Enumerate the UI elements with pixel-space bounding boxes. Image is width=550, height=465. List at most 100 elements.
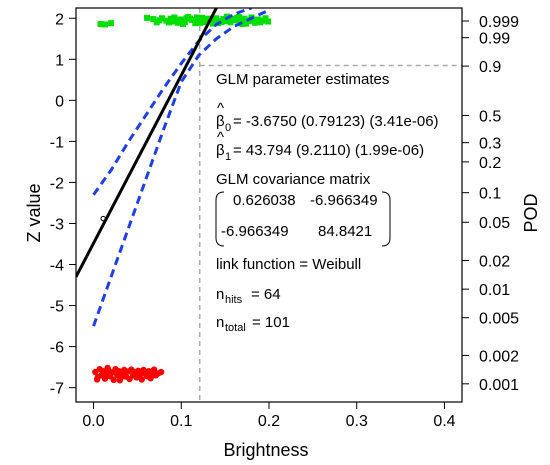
x-tick-label: 0.1 xyxy=(170,413,192,430)
axes-layer: 0.0 0.1 0.2 0.3 0.4210-1-2-3-4-5-6-70.9990.9… xyxy=(50,7,519,430)
hit-point xyxy=(97,21,104,28)
y-tick-label: -7 xyxy=(50,381,64,398)
hit-point xyxy=(227,19,234,26)
pod-tick-label: 0.99 xyxy=(479,31,510,48)
y-tick-label: -3 xyxy=(50,216,64,233)
x-tick-label: 0.2 xyxy=(258,413,280,430)
pod-tick-label: 0.3 xyxy=(479,136,501,153)
matrix-left-bracket xyxy=(215,191,225,247)
link-function-label: link function = Weibull xyxy=(216,256,361,273)
hit-point xyxy=(243,20,250,27)
hit-point xyxy=(169,18,176,25)
hit-point xyxy=(218,18,225,25)
hit-point xyxy=(229,15,236,22)
pod-tick-label: 0.01 xyxy=(479,282,510,299)
y-tick-label: -6 xyxy=(50,340,64,357)
beta0-symbol: β xyxy=(216,113,225,130)
plot-layer xyxy=(76,8,462,402)
hit-point xyxy=(108,20,115,27)
miss-point xyxy=(101,375,109,382)
n-total-subscript: total xyxy=(225,322,246,334)
y-tick-label: -5 xyxy=(50,299,64,316)
hit-point xyxy=(250,16,257,23)
x-tick-label: 0.3 xyxy=(346,413,368,430)
glm-parameter-heading: GLM parameter estimates xyxy=(216,71,389,88)
miss-point xyxy=(110,376,117,384)
hit-point xyxy=(204,16,211,23)
ci-lower-line xyxy=(92,8,270,327)
covariance-heading: GLM covariance matrix xyxy=(216,171,371,188)
n-total-symbol: n xyxy=(216,314,224,331)
cov-cell-r0-c1: -6.966349 xyxy=(310,192,378,209)
hit-point xyxy=(187,15,194,22)
miss-point xyxy=(104,364,111,372)
y-tick-label: 2 xyxy=(55,11,64,28)
x-axis-title: Brightness xyxy=(223,440,308,460)
y-tick-label: -2 xyxy=(50,175,64,192)
hit-point xyxy=(232,17,239,24)
hit-point xyxy=(197,19,204,26)
beta0-hat: ^ xyxy=(217,100,224,117)
hit-point xyxy=(156,17,163,24)
beta1-hat: ^ xyxy=(217,129,224,146)
miss-point xyxy=(94,373,102,381)
miss-point xyxy=(157,368,165,376)
x-tick-label: 0.4 xyxy=(433,413,455,430)
miss-point xyxy=(138,376,145,383)
n-total-value: = 101 xyxy=(252,314,290,331)
beta0-subscript: 0 xyxy=(225,122,231,134)
pod-tick-label: 0.1 xyxy=(479,186,501,203)
pod-tick-label: 0.999 xyxy=(479,14,519,31)
hit-point xyxy=(192,20,199,27)
pod-tick-label: 0.005 xyxy=(479,311,519,328)
cov-cell-r1-c1: 84.8421 xyxy=(318,223,372,240)
pod-tick-label: 0.02 xyxy=(479,253,510,270)
y-tick-label: 1 xyxy=(55,52,64,69)
pod-tick-label: 0.001 xyxy=(479,377,519,394)
hit-point xyxy=(178,16,185,23)
hit-point xyxy=(173,16,180,23)
beta0-value: = -3.6750 (0.79123) (3.41e-06) xyxy=(233,113,439,130)
n-hits-subscript: hits xyxy=(225,294,243,306)
n-hits-symbol: n xyxy=(216,286,224,303)
n-hits-value: = 64 xyxy=(251,286,281,303)
hit-point xyxy=(165,19,172,26)
miss-point xyxy=(136,371,144,378)
hit-point xyxy=(253,16,260,23)
glm-fit-line xyxy=(76,8,218,278)
hit-point xyxy=(222,18,229,25)
y-tick-label: 0 xyxy=(55,93,64,110)
pod-tick-label: 0.05 xyxy=(479,215,510,232)
miss-point xyxy=(147,374,154,382)
miss-point xyxy=(150,366,158,373)
miss-point xyxy=(116,377,124,384)
beta1-value: = 43.794 (9.2110) (1.99e-06) xyxy=(233,142,424,159)
glm-annotation: GLM parameter estimates ^ β 0 = -3.6750 … xyxy=(215,71,439,334)
hit-point xyxy=(183,15,190,22)
hit-point xyxy=(241,15,248,22)
beta1-subscript: 1 xyxy=(225,151,231,163)
hit-point xyxy=(211,17,218,24)
hit-point xyxy=(257,19,264,26)
hit-point xyxy=(199,14,206,21)
y-tick-label: -1 xyxy=(50,134,64,151)
hit-point xyxy=(144,14,151,21)
hit-point xyxy=(174,19,181,26)
hit-point xyxy=(236,14,243,21)
cov-cell-r1-c0: -6.966349 xyxy=(221,223,289,240)
hit-point xyxy=(262,16,269,23)
matrix-right-bracket xyxy=(381,191,391,247)
plot-area xyxy=(76,8,462,402)
pod-axis-title: POD xyxy=(521,193,541,232)
hit-point xyxy=(101,21,108,28)
y-tick-label: -4 xyxy=(50,258,64,275)
pod-tick-label: 0.9 xyxy=(479,59,501,76)
hit-point xyxy=(246,18,253,25)
beta1-symbol: β xyxy=(216,142,225,159)
pod-tick-label: 0.5 xyxy=(479,108,501,125)
pod-tick-label: 0.2 xyxy=(479,155,501,172)
hit-point xyxy=(201,18,208,25)
pod-tick-label: 0.002 xyxy=(479,348,519,365)
hit-point xyxy=(194,14,201,21)
